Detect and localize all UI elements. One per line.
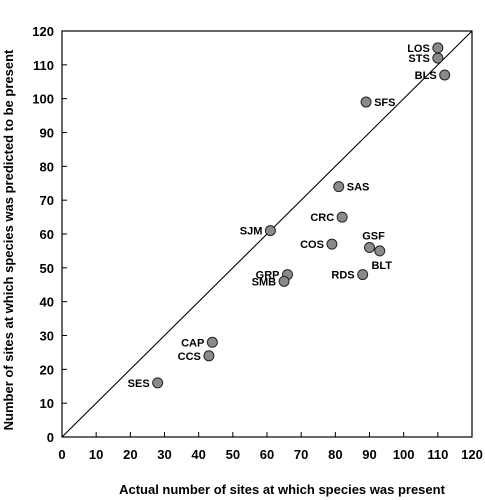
y-tick-label: 50 [40, 261, 54, 276]
y-tick-label: 30 [40, 329, 54, 344]
point-label: GSF [362, 231, 385, 243]
x-tick-label: 120 [461, 447, 483, 462]
point-label: SAS [347, 182, 370, 194]
data-point-bls [439, 69, 451, 81]
point-label: LOS [407, 43, 430, 55]
data-point-ses [152, 377, 164, 389]
y-tick-label: 0 [47, 430, 54, 445]
data-point-sas [333, 181, 345, 193]
y-axis: 0 10 20 30 40 50 60 70 80 90 100 110 120 [32, 24, 67, 445]
point-label: BLS [415, 70, 437, 82]
x-tick-label: 20 [123, 447, 137, 462]
data-point-crc [336, 211, 348, 223]
y-tick-label: 80 [40, 159, 54, 174]
point-label: CRC [310, 212, 334, 224]
data-point-ccs [203, 350, 215, 362]
point-label: CAP [181, 337, 204, 349]
point-label: SMB [252, 276, 277, 288]
x-tick-label: 0 [58, 447, 65, 462]
y-tick-label: 110 [33, 58, 54, 73]
y-axis-title: Number of sites at which species was pre… [1, 49, 16, 430]
data-point-gsf [364, 242, 375, 254]
x-tick-label: 60 [260, 447, 274, 462]
x-tick-label: 80 [328, 447, 342, 462]
x-tick-label: 100 [393, 447, 415, 462]
data-point-blt [374, 245, 386, 257]
point-label: SFS [374, 97, 395, 109]
data-point-rds [357, 269, 369, 281]
data-point-smb [278, 275, 290, 287]
x-tick-label: 70 [294, 447, 308, 462]
data-point-sts [432, 52, 444, 64]
x-tick-label: 10 [89, 447, 103, 462]
point-label: BLT [371, 260, 392, 272]
x-tick-label: 110 [427, 447, 448, 462]
point-label: SJM [240, 226, 263, 238]
point-label: SES [128, 378, 150, 390]
x-tick-label: 30 [157, 447, 171, 462]
y-tick-label: 40 [40, 295, 54, 310]
data-point-los [432, 42, 444, 54]
x-tick-label: 40 [191, 447, 205, 462]
point-label: STS [408, 53, 429, 65]
point-label: GRP [256, 270, 280, 282]
y-tick-label: 90 [40, 126, 54, 141]
y-tick-label: 100 [32, 92, 54, 107]
point-label: COS [300, 239, 324, 251]
point-label: CCS [178, 351, 201, 363]
y-tick-label: 60 [40, 227, 54, 242]
data-point-cap [206, 336, 218, 348]
y-tick-label: 120 [32, 24, 54, 39]
y-tick-label: 70 [40, 193, 54, 208]
point-label: RDS [331, 270, 354, 282]
data-point-cos [326, 238, 338, 250]
data-point-sfs [360, 96, 372, 108]
x-axis-title: Actual number of sites at which species … [119, 482, 445, 497]
x-tick-label: 90 [362, 447, 376, 462]
y-tick-label: 20 [40, 362, 54, 377]
x-tick-label: 50 [226, 447, 240, 462]
data-point-sjm [264, 225, 276, 237]
x-axis: 0 10 20 30 40 50 60 70 80 90 100 110 120 [58, 432, 483, 462]
y-tick-label: 10 [40, 396, 54, 411]
